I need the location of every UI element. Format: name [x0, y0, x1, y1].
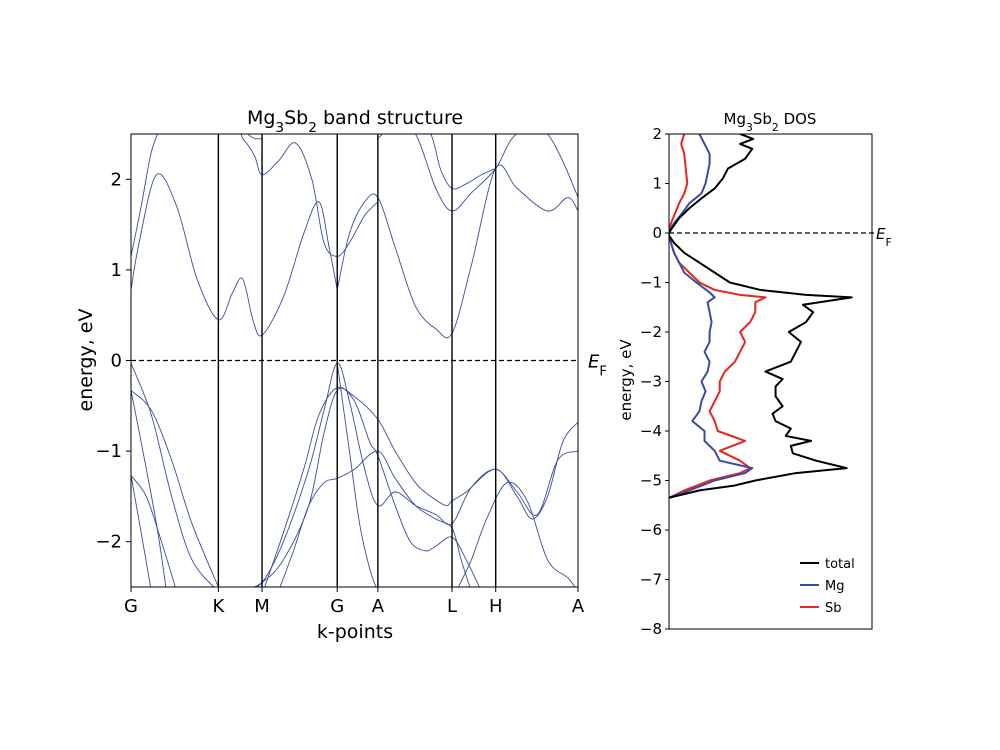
- band-line-8: [131, 390, 219, 587]
- band-x-tick-label: G: [124, 596, 138, 617]
- band-y-tick-label: 0: [111, 351, 122, 372]
- dos-line-Sb: [669, 134, 767, 499]
- fermi-sub: F: [885, 236, 891, 249]
- title-part: Mg: [247, 107, 275, 129]
- title-part: band structure: [317, 107, 463, 129]
- band-line-6: [430, 134, 496, 190]
- band-y-tick-label: −1: [95, 441, 122, 462]
- band-y-axis-ticks: −2 −1 0 1 2: [95, 169, 131, 553]
- title-part: 3: [275, 120, 284, 136]
- band-title: Mg3Sb2 band structure: [247, 107, 463, 136]
- band-y-tick-label: 2: [111, 169, 122, 190]
- title-part: Mg: [724, 110, 746, 128]
- fermi-e: E: [588, 352, 600, 373]
- dos-y-tick-label: 1: [652, 175, 662, 193]
- band-line-1: [131, 134, 159, 257]
- band-x-tick-label: G: [330, 596, 344, 617]
- band-x-axis-label: k-points: [317, 621, 393, 643]
- dos-y-tick-label: −4: [640, 422, 662, 440]
- band-x-tick-label: K: [212, 596, 225, 617]
- band-x-tick-label: L: [447, 596, 457, 617]
- title-part: 2: [772, 121, 779, 134]
- title-part: Sb: [284, 107, 308, 129]
- dos-y-tick-label: 2: [652, 125, 662, 143]
- title-part: 2: [308, 120, 317, 136]
- dos-y-tick-label: −6: [640, 521, 662, 539]
- legend-label-total: total: [825, 557, 855, 572]
- dos-y-axis-ticks: −8 −7 −6 −5 −4 −3 −2 −1 0 1 2: [640, 125, 669, 638]
- fermi-e: E: [876, 225, 886, 243]
- dos-y-axis-label: energy, eV: [617, 339, 635, 421]
- dos-curves: [669, 134, 853, 499]
- band-y-axis-label: energy, eV: [75, 309, 97, 412]
- dos-legend: total Mg Sb: [800, 557, 855, 616]
- dos-y-tick-label: −3: [640, 373, 662, 391]
- band-line-10: [131, 390, 167, 587]
- band-line-17: [457, 481, 576, 587]
- title-part: Sb: [753, 110, 772, 128]
- legend-label-Sb: Sb: [825, 601, 842, 616]
- dos-title: Mg3Sb2 DOS: [724, 110, 817, 134]
- title-part: DOS: [779, 110, 817, 128]
- fermi-sub: F: [599, 364, 606, 379]
- band-line-7: [131, 363, 215, 587]
- band-y-tick-label: 1: [111, 260, 122, 281]
- band-x-tick-label: H: [489, 596, 503, 617]
- band-line-14: [264, 386, 480, 587]
- dos-line-Mg: [669, 134, 754, 499]
- dos-y-tick-label: −5: [640, 472, 662, 490]
- dos-y-tick-label: −8: [640, 620, 662, 638]
- band-line-3: [247, 134, 263, 140]
- band-x-tick-label: M: [254, 596, 270, 617]
- dos-y-tick-label: −2: [640, 323, 662, 341]
- dos-plot-frame: [668, 133, 873, 630]
- band-x-tick-label: A: [572, 596, 585, 617]
- band-line-11: [131, 475, 151, 587]
- band-line-9: [131, 475, 176, 587]
- band-line-5: [377, 134, 578, 212]
- dos-y-tick-label: −1: [640, 274, 662, 292]
- band-line-12: [255, 362, 578, 587]
- band-fermi-label: EF: [588, 352, 607, 380]
- dos-y-tick-label: 0: [652, 224, 662, 242]
- band-line-2: [240, 134, 379, 257]
- legend-label-Mg: Mg: [825, 579, 844, 594]
- title-part: 3: [746, 121, 753, 134]
- dos-line-total: [669, 134, 853, 499]
- band-line-0: [131, 173, 338, 337]
- band-curves: [131, 134, 578, 587]
- band-x-tick-label: A: [372, 596, 385, 617]
- band-y-tick-label: −2: [95, 532, 122, 553]
- band-line-16: [336, 363, 377, 587]
- dos-fermi-label: EF: [876, 225, 892, 249]
- band-line-15: [279, 450, 471, 587]
- band-line-4: [336, 164, 578, 339]
- dos-y-tick-label: −7: [640, 571, 662, 589]
- band-line-13: [253, 387, 578, 587]
